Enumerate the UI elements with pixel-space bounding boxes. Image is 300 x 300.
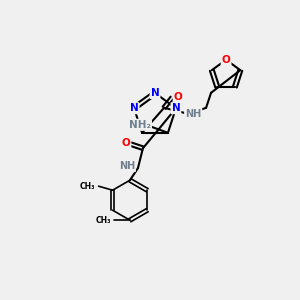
Text: NH: NH xyxy=(119,161,135,171)
Text: NH: NH xyxy=(185,109,201,119)
Text: O: O xyxy=(174,92,182,102)
Text: NH₂: NH₂ xyxy=(129,120,151,130)
Text: CH₃: CH₃ xyxy=(80,182,96,191)
Text: O: O xyxy=(222,55,230,65)
Text: N: N xyxy=(130,103,139,113)
Text: O: O xyxy=(122,138,130,148)
Text: CH₃: CH₃ xyxy=(95,216,111,225)
Text: N: N xyxy=(172,103,180,113)
Text: N: N xyxy=(151,88,159,98)
